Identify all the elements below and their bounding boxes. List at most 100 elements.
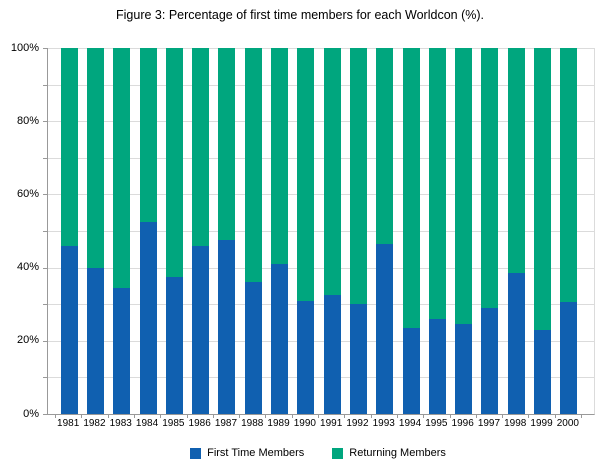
bar-segment-returning-1987: [218, 48, 236, 241]
x-tick-label-1996: 1996: [451, 418, 474, 429]
x-tick-mark: [344, 415, 346, 418]
bar-column-1993: [372, 48, 398, 414]
y-tick-mark-20: [43, 340, 47, 342]
bar-column-1992: [345, 48, 371, 414]
y-tick-mark-60: [43, 194, 47, 196]
legend-label-first-time: First Time Members: [207, 447, 305, 459]
bar-segment-first-time-1986: [192, 245, 210, 414]
bar-column-1996: [451, 48, 477, 414]
y-tick-mark-30: [43, 304, 47, 306]
y-tick-mark-40: [43, 267, 47, 269]
bar-column-1997: [477, 48, 503, 414]
bar-column-1991: [319, 48, 345, 414]
bar-segment-returning-1988: [244, 48, 262, 283]
x-tick-label-1984: 1984: [135, 418, 159, 429]
bar-segment-returning-1995: [428, 48, 446, 319]
x-tick-mark: [212, 415, 214, 418]
bar-segment-first-time-1993: [376, 243, 394, 414]
y-tick-mark-50: [43, 231, 47, 232]
x-tick-label-1985: 1985: [162, 418, 185, 429]
x-tick-mark: [265, 415, 267, 418]
x-tick-label-1998: 1998: [504, 418, 527, 429]
bar-column-1989: [266, 48, 292, 414]
bar-segment-first-time-1991: [323, 295, 341, 414]
bar-segment-returning-1998: [507, 48, 525, 274]
x-tick-mark: [186, 415, 188, 418]
bar-segment-returning-1996: [455, 48, 473, 325]
x-tick-label-1992: 1992: [346, 418, 369, 429]
bar-column-1984: [135, 48, 161, 414]
bar-column-1983: [109, 48, 135, 414]
bar-column-1986: [188, 48, 214, 414]
bar-segment-first-time-1999: [534, 329, 552, 414]
bar-column-1981: [56, 48, 82, 414]
x-tick-label-1982: 1982: [83, 418, 106, 429]
bar-column-1995: [424, 48, 450, 414]
bar-segment-returning-1981: [60, 48, 78, 246]
x-tick-label-1999: 1999: [530, 418, 553, 429]
legend: First Time Members Returning Members: [18, 447, 600, 459]
x-tick-mark: [554, 415, 556, 418]
bar-segment-first-time-1990: [297, 300, 315, 414]
bar-segment-first-time-1989: [271, 263, 289, 414]
bar-segment-returning-1985: [165, 48, 183, 277]
x-tick-label-1983: 1983: [109, 418, 132, 429]
x-tick-mark: [318, 415, 319, 418]
bar-segment-first-time-1996: [455, 324, 473, 414]
x-tick-mark: [528, 415, 530, 418]
y-tick-mark-100: [43, 48, 47, 49]
x-tick-label-2000: 2000: [556, 418, 579, 429]
y-tick-label-60: 60%: [16, 187, 39, 200]
x-tick-mark: [370, 415, 372, 418]
x-tick-label-1995: 1995: [425, 418, 448, 429]
x-tick-label-1993: 1993: [372, 418, 395, 429]
x-tick-mark: [160, 415, 162, 418]
bar-column-1998: [503, 48, 529, 414]
bar-segment-returning-1993: [376, 48, 394, 244]
bar-segment-returning-1989: [271, 48, 289, 264]
x-tick-mark: [133, 415, 135, 418]
legend-label-returning: Returning Members: [349, 447, 446, 459]
x-tick-label-1981: 1981: [57, 418, 80, 429]
bar-segment-first-time-1987: [218, 240, 236, 414]
x-tick-mark: [239, 415, 241, 418]
plot-area: [47, 48, 595, 415]
x-tick-mark: [81, 415, 83, 418]
x-tick-mark: [449, 415, 451, 418]
x-axis: 1981 1982 1983 1984 1985 1986 1987 1988 1989 1990…: [47, 415, 593, 435]
gridline-30: [48, 304, 594, 306]
x-tick-mark: [475, 415, 477, 418]
bar-segment-first-time-1995: [428, 318, 446, 414]
x-tick-mark: [423, 415, 425, 418]
bar-segment-returning-1983: [113, 48, 131, 288]
bar-segment-returning-1997: [481, 48, 499, 308]
x-tick-mark: [107, 415, 109, 418]
bar-segment-first-time-1997: [481, 307, 499, 414]
bar-segment-returning-2000: [560, 48, 578, 303]
x-tick-mark: [396, 415, 398, 418]
bar-segment-returning-1994: [402, 48, 420, 328]
x-tick-mark: [291, 415, 293, 418]
legend-swatch-first-time-icon: [190, 447, 202, 459]
bar-segment-returning-1982: [86, 48, 104, 268]
x-tick-label-1988: 1988: [241, 418, 264, 429]
chart-title: Figure 3: Percentage of first time membe…: [116, 8, 484, 22]
legend-item-first-time: First Time Members: [190, 447, 304, 459]
bar-segment-returning-1999: [534, 48, 552, 330]
bar-column-1990: [293, 48, 319, 414]
y-tick-mark-10: [43, 377, 47, 379]
y-tick-label-20: 20%: [16, 334, 39, 347]
bar-column-1985: [161, 48, 187, 414]
gridline-60: [48, 194, 594, 196]
bar-segment-first-time-1988: [244, 282, 262, 414]
y-tick-mark-90: [43, 84, 47, 86]
y-tick-label-80: 80%: [16, 114, 39, 127]
gridline-80: [48, 121, 594, 123]
bar-segment-returning-1984: [139, 48, 157, 222]
bar-segment-first-time-1998: [507, 273, 525, 414]
y-tick-mark-80: [43, 121, 47, 123]
bar-segment-returning-1986: [192, 48, 210, 246]
bar-column-1999: [529, 48, 555, 414]
x-tick-mark: [55, 415, 56, 418]
